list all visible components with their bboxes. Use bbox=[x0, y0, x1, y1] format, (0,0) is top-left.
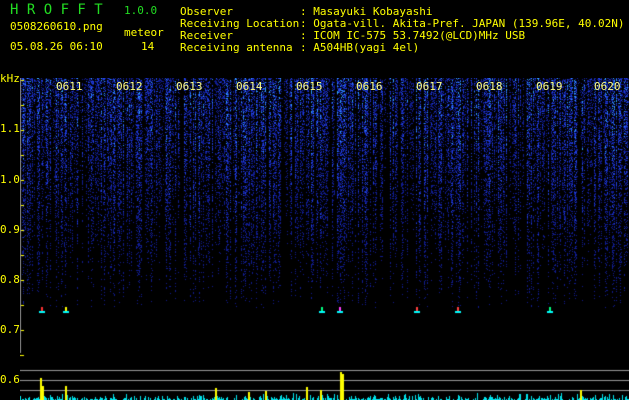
time-tick: 0617 bbox=[416, 80, 443, 93]
time-tick: 0619 bbox=[536, 80, 563, 93]
activity-graph bbox=[20, 368, 629, 400]
time-tick: 0616 bbox=[356, 80, 383, 93]
y-tick: 0.6 bbox=[0, 373, 20, 386]
spectrogram bbox=[20, 78, 629, 368]
app-version: 1.0.0 bbox=[124, 4, 158, 17]
y-axis-unit: kHz bbox=[0, 72, 20, 85]
info-receiver: Receiver : ICOM IC-575 53.7492(@LCD)MHz U… bbox=[180, 29, 525, 42]
date-time: 05.08.26 06:10 bbox=[10, 40, 103, 53]
file-name: 0508260610.png bbox=[10, 20, 103, 33]
time-tick: 0612 bbox=[116, 80, 143, 93]
info-value: : A504HB(yagi 4el) bbox=[300, 41, 420, 54]
info-value: : ICOM IC-575 53.7492(@LCD)MHz USB bbox=[300, 29, 526, 42]
info-label: Receiver bbox=[180, 29, 233, 42]
meteor-label: meteor bbox=[124, 26, 164, 39]
info-label: Observer bbox=[180, 5, 233, 18]
y-tick: 1.1 bbox=[0, 122, 20, 135]
time-tick: 0611 bbox=[56, 80, 83, 93]
info-label: Receiving antenna bbox=[180, 41, 293, 54]
info-value: : Ogata-vill. Akita-Pref. JAPAN (139.96E… bbox=[300, 17, 625, 30]
info-location: Receiving Location: Ogata-vill. Akita-Pr… bbox=[180, 17, 625, 30]
info-label: Receiving Location bbox=[180, 17, 300, 30]
time-tick: 0614 bbox=[236, 80, 263, 93]
app-title: H R O F F T bbox=[10, 2, 103, 18]
meteor-count: 14 bbox=[141, 40, 155, 53]
y-tick: 1.0 bbox=[0, 173, 20, 186]
info-observer: Observer : Masayuki Kobayashi bbox=[180, 5, 432, 18]
y-tick: 0.8 bbox=[0, 273, 20, 286]
y-tick: 0.9 bbox=[0, 223, 20, 236]
time-tick: 0615 bbox=[296, 80, 323, 93]
y-tick: 0.7 bbox=[0, 323, 20, 336]
time-tick: 0620 bbox=[594, 80, 621, 93]
info-antenna: Receiving antenna : A504HB(yagi 4el) bbox=[180, 41, 419, 54]
time-tick: 0613 bbox=[176, 80, 203, 93]
time-tick: 0618 bbox=[476, 80, 503, 93]
info-value: : Masayuki Kobayashi bbox=[300, 5, 433, 18]
